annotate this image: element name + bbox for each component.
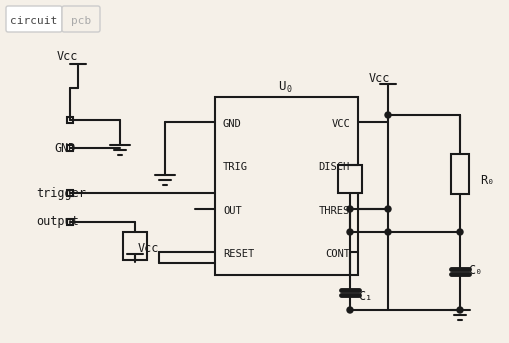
Text: U: U <box>278 81 285 94</box>
Circle shape <box>347 307 353 313</box>
Text: Vcc: Vcc <box>369 71 390 84</box>
Text: GND: GND <box>54 142 75 154</box>
Bar <box>338 165 362 193</box>
Text: GND: GND <box>223 119 242 129</box>
Circle shape <box>385 229 391 235</box>
Circle shape <box>347 206 353 212</box>
Bar <box>451 154 469 193</box>
Text: CONT: CONT <box>325 249 350 259</box>
Text: pcb: pcb <box>71 16 91 26</box>
Text: output: output <box>36 215 79 228</box>
Text: RESET: RESET <box>223 249 254 259</box>
Text: VCC: VCC <box>331 119 350 129</box>
Text: C₀: C₀ <box>468 263 482 276</box>
Text: Vcc: Vcc <box>57 50 78 63</box>
Text: C₁: C₁ <box>358 289 372 303</box>
Circle shape <box>457 307 463 313</box>
Text: TRIG: TRIG <box>223 162 248 172</box>
Text: R₀: R₀ <box>480 174 494 187</box>
Bar <box>215 97 358 275</box>
Bar <box>123 232 147 260</box>
Circle shape <box>457 229 463 235</box>
Text: 0: 0 <box>287 85 292 95</box>
Text: OUT: OUT <box>223 206 242 216</box>
Circle shape <box>385 206 391 212</box>
Text: trigger: trigger <box>36 187 86 200</box>
FancyBboxPatch shape <box>62 6 100 32</box>
Text: DISCH: DISCH <box>319 162 350 172</box>
Circle shape <box>385 112 391 118</box>
FancyBboxPatch shape <box>6 6 62 32</box>
Text: THRES: THRES <box>319 206 350 216</box>
Circle shape <box>347 229 353 235</box>
Text: circuit: circuit <box>10 16 58 26</box>
Text: Vcc: Vcc <box>138 241 159 255</box>
